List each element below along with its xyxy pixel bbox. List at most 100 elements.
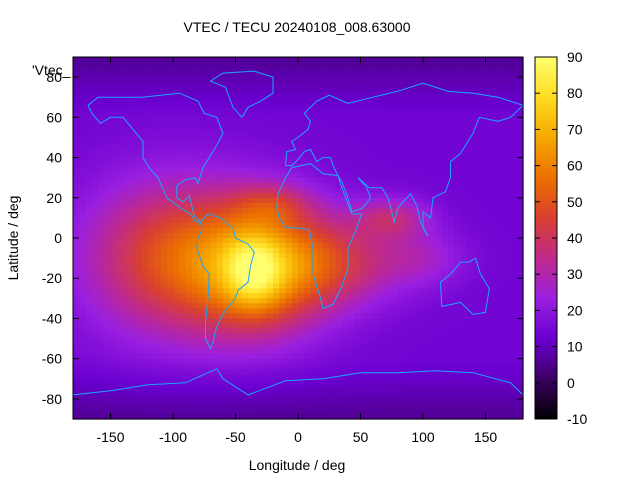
heatmap-cell <box>354 238 362 244</box>
heatmap-cell <box>366 303 374 309</box>
heatmap-cell <box>479 283 487 289</box>
heatmap-cell <box>504 368 512 375</box>
heatmap-cell <box>504 328 512 335</box>
heatmap-cell <box>316 358 324 365</box>
heatmap-cell <box>279 348 287 355</box>
heatmap-cell <box>260 393 268 400</box>
heatmap-cell <box>179 82 187 88</box>
heatmap-cell <box>473 202 480 209</box>
heatmap-cell <box>198 232 205 239</box>
heatmap-cell <box>241 343 249 350</box>
heatmap-cell <box>291 72 299 78</box>
heatmap-cell <box>391 348 399 355</box>
heatmap-cell <box>491 368 499 375</box>
heatmap-cell <box>460 227 468 234</box>
heatmap-cell <box>73 398 80 405</box>
heatmap-cell <box>435 72 443 78</box>
heatmap-cell <box>404 278 412 284</box>
heatmap-cell <box>454 72 462 78</box>
heatmap-cell <box>85 207 93 214</box>
heatmap-cell <box>291 167 299 174</box>
heatmap-cell <box>229 82 237 88</box>
heatmap-cell <box>379 338 387 345</box>
heatmap-cell <box>279 393 287 400</box>
heatmap-cell <box>379 358 387 365</box>
heatmap-cell <box>73 288 80 294</box>
heatmap-cell <box>273 87 280 93</box>
heatmap-cell <box>104 102 112 108</box>
heatmap-cell <box>429 368 437 375</box>
heatmap-cell <box>510 373 518 380</box>
heatmap-cell <box>260 207 268 214</box>
heatmap-cell <box>304 398 312 405</box>
heatmap-cell <box>210 152 218 159</box>
heatmap-cell <box>410 338 418 345</box>
heatmap-cell <box>379 222 387 229</box>
heatmap-cell <box>123 122 130 128</box>
heatmap-cell <box>241 353 249 360</box>
heatmap-cell <box>254 253 262 259</box>
heatmap-cell <box>510 182 518 189</box>
heatmap-cell <box>173 172 180 179</box>
heatmap-cell <box>491 303 499 309</box>
heatmap-cell <box>241 57 249 63</box>
heatmap-cell <box>429 378 437 385</box>
heatmap-cell <box>360 142 368 149</box>
heatmap-cell <box>398 107 405 113</box>
heatmap-cell <box>366 363 374 370</box>
heatmap-cell <box>310 363 318 370</box>
heatmap-cell <box>485 338 493 345</box>
heatmap-cell <box>485 243 493 249</box>
heatmap-cell <box>404 303 412 309</box>
heatmap-cell <box>504 268 512 274</box>
heatmap-cell <box>516 283 524 289</box>
heatmap-cell <box>429 348 437 355</box>
heatmap-cell <box>279 107 287 113</box>
heatmap-cell <box>385 187 393 194</box>
heatmap-cell <box>173 97 180 103</box>
heatmap-cell <box>285 127 293 134</box>
heatmap-cell <box>91 278 99 284</box>
heatmap-cell <box>179 217 187 224</box>
heatmap-cell <box>141 217 149 224</box>
heatmap-cell <box>241 172 249 179</box>
heatmap-cell <box>185 62 193 68</box>
heatmap-cell <box>198 343 205 350</box>
heatmap-cell <box>510 258 518 264</box>
heatmap-cell <box>173 383 180 390</box>
heatmap-cell <box>235 167 243 174</box>
heatmap-cell <box>135 97 143 103</box>
heatmap-cell <box>310 157 318 164</box>
heatmap-cell <box>441 268 449 274</box>
heatmap-cell <box>166 293 174 299</box>
heatmap-cell <box>216 192 224 199</box>
heatmap-cell <box>123 117 130 123</box>
heatmap-cell <box>504 283 512 289</box>
heatmap-cell <box>235 147 243 154</box>
heatmap-cell <box>329 92 337 98</box>
heatmap-cell <box>154 378 162 385</box>
heatmap-cell <box>285 227 293 234</box>
heatmap-cell <box>423 398 430 405</box>
heatmap-cell <box>454 338 462 345</box>
heatmap-cell <box>273 227 280 234</box>
heatmap-cell <box>404 313 412 320</box>
heatmap-cell <box>235 313 243 320</box>
heatmap-cell <box>291 212 299 219</box>
heatmap-cell <box>73 303 80 309</box>
heatmap-cell <box>98 258 105 264</box>
heatmap-cell <box>373 232 380 239</box>
heatmap-cell <box>373 243 380 249</box>
heatmap-cell <box>210 378 218 385</box>
heatmap-cell <box>104 243 112 249</box>
heatmap-cell <box>485 147 493 154</box>
heatmap-cell <box>104 127 112 134</box>
heatmap-cell <box>310 142 318 149</box>
heatmap-cell <box>216 268 224 274</box>
heatmap-cell <box>210 232 218 239</box>
heatmap-cell <box>241 303 249 309</box>
heatmap-cell <box>404 353 412 360</box>
heatmap-cell <box>423 157 430 164</box>
heatmap-cell <box>485 253 493 259</box>
heatmap-cell <box>491 72 499 78</box>
